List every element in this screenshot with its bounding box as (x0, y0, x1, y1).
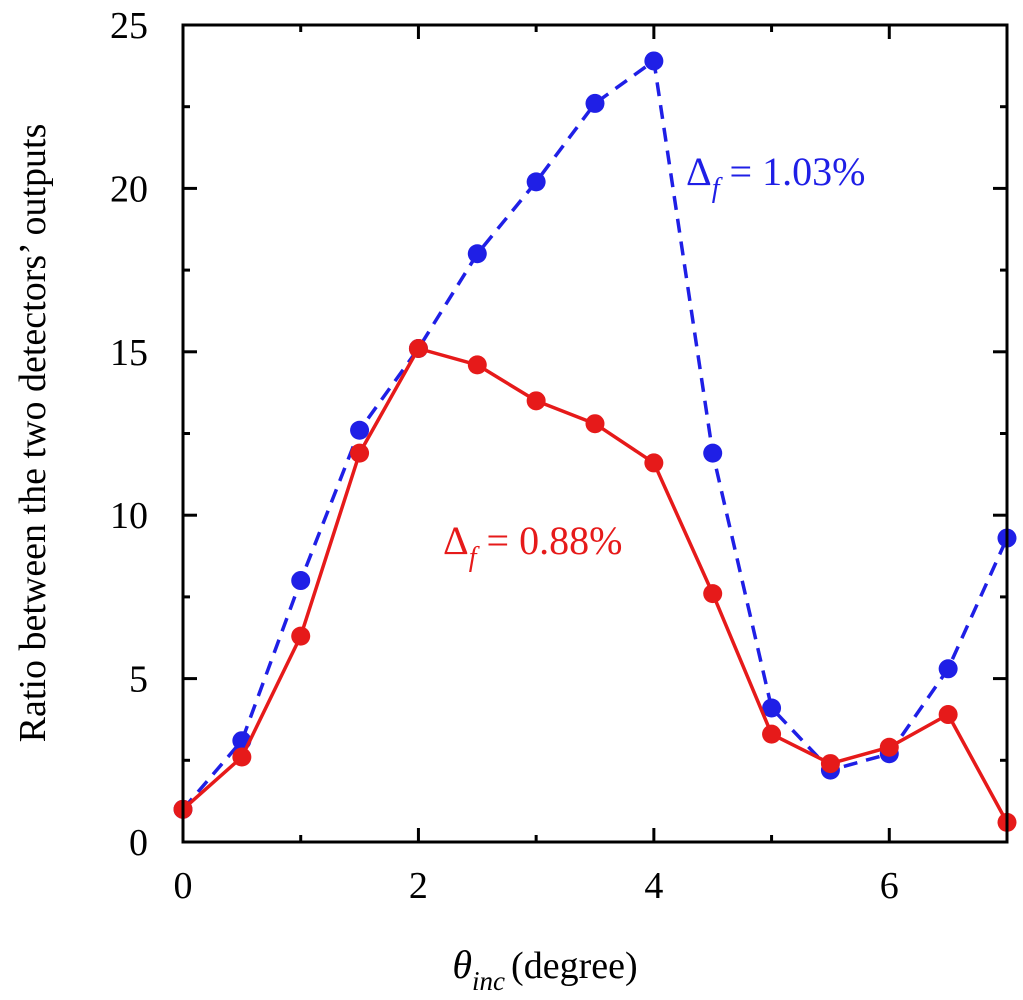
x-axis-unit: (degree) (511, 945, 638, 987)
series-1-point (291, 626, 311, 646)
annotation-blue-symbol: Δ (686, 149, 712, 194)
series-0-point (938, 659, 958, 679)
series-1-point (350, 443, 370, 463)
plot-frame (181, 23, 1009, 844)
annotation-red: Δf = 0.88% (443, 518, 622, 573)
annotation-blue-subscript: f (712, 173, 723, 204)
series-1-point (820, 754, 840, 774)
series-1-point (408, 339, 428, 359)
annotation-red-subscript: f (469, 542, 480, 573)
series-1-point (467, 355, 487, 375)
series-1-point (938, 705, 958, 725)
series-0-point (291, 571, 311, 591)
series-1-point (585, 414, 605, 434)
y-tick-label: 5 (129, 659, 148, 701)
series-1-point (526, 391, 546, 411)
x-axis-subscript: inc (472, 966, 505, 996)
x-axis-symbol: θ (452, 942, 472, 987)
tick-labels: 0 2 4 6 0 5 10 15 20 25 (110, 5, 899, 907)
series-group (173, 51, 1017, 832)
y-tick-label: 20 (110, 168, 148, 210)
x-tick-label: 6 (880, 865, 899, 907)
y-tick-label: 25 (110, 5, 148, 47)
series-0-point (526, 172, 546, 192)
series-0-point (644, 51, 664, 71)
series-1-point (762, 724, 782, 744)
series-0-point (350, 420, 370, 440)
annotation-red-value: = 0.88% (477, 518, 623, 563)
y-tick-label: 0 (129, 822, 148, 864)
series-1-point (703, 584, 723, 604)
series-0-point (762, 698, 782, 718)
x-axis-title: θinc (degree) (452, 942, 637, 996)
series-0-point (703, 443, 723, 463)
x-tick-label: 0 (174, 865, 193, 907)
x-tick-label: 2 (409, 865, 428, 907)
y-axis-title: Ratio between the two detectors’ outputs (12, 124, 54, 743)
series-1-point (879, 737, 899, 757)
series-line-0 (181, 59, 1009, 811)
x-tick-label: 4 (644, 865, 663, 907)
annotation-red-symbol: Δ (443, 518, 469, 563)
annotation-blue-value: = 1.03% (720, 149, 866, 194)
series-1-point (232, 747, 252, 767)
series-0-point (467, 244, 487, 264)
y-tick-label: 10 (110, 495, 148, 537)
series-1-point (644, 453, 664, 473)
series-0-point (585, 93, 605, 113)
y-tick-label: 15 (110, 332, 148, 374)
annotation-blue: Δf = 1.03% (686, 149, 865, 204)
